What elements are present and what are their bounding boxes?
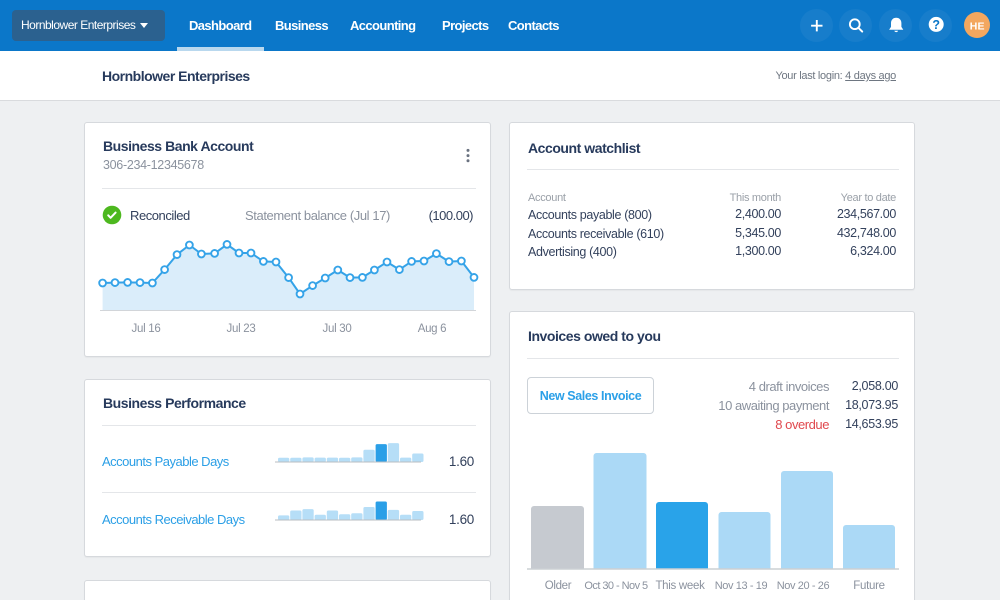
svg-text:HE: HE [969, 20, 984, 32]
svg-text:?: ? [932, 18, 940, 32]
